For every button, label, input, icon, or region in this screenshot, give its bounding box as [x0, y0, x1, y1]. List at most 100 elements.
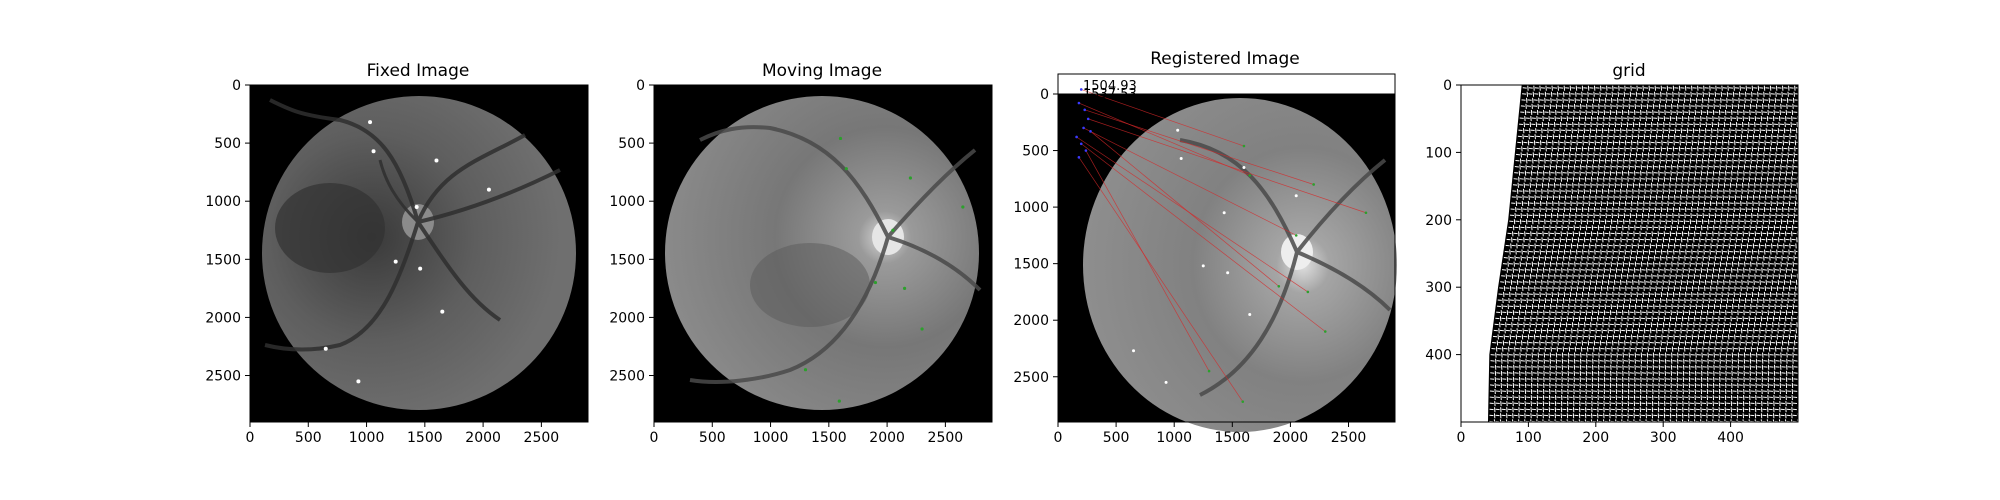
- macula-dark-spot: [275, 183, 385, 273]
- moved-keypoint: [1248, 174, 1252, 177]
- keypoint-marker: [486, 187, 491, 192]
- keypoint-layer: [1132, 128, 1368, 403]
- fundus-disc: [1083, 98, 1397, 432]
- x-tick-label: 1500: [407, 430, 443, 446]
- moved-keypoint: [1306, 290, 1310, 294]
- panel-title: Moving Image: [762, 61, 882, 81]
- keypoint-marker: [414, 205, 419, 210]
- keypoint-marker: [873, 280, 878, 285]
- keypoint-marker: [837, 399, 841, 403]
- fixed-keypoint: [1201, 264, 1205, 268]
- axes-frame: [1461, 85, 1798, 422]
- x-tick-label: 2500: [928, 430, 964, 446]
- keypoint-layer: [323, 120, 491, 384]
- x-tick-label: 500: [699, 430, 726, 446]
- source-point: [1079, 142, 1083, 146]
- y-tick-label: 2000: [205, 310, 241, 326]
- grid-boundary-region: [1461, 85, 1522, 422]
- correspondence-line: [1078, 157, 1244, 402]
- source-point: [1084, 149, 1088, 152]
- y-tick-label: 1500: [1013, 257, 1049, 273]
- moved-keypoint: [1294, 234, 1298, 237]
- y-tick-label: 500: [618, 136, 645, 152]
- source-point: [1082, 126, 1085, 130]
- y-tick-label: 2000: [1013, 313, 1049, 329]
- source-point: [1086, 117, 1090, 121]
- x-tick-label: 2000: [465, 430, 501, 446]
- source-point: [1075, 135, 1078, 139]
- panel-title: Registered Image: [1150, 49, 1300, 69]
- y-tick-label: 2500: [609, 369, 645, 385]
- axes-ticks: 0 500 1000 1500 2000 2500 0 500 1000 1500 2000 2500: [609, 78, 993, 446]
- axes-spine: [249, 84, 589, 423]
- fundus-disc: [262, 96, 576, 410]
- fixed-keypoint: [1176, 128, 1180, 132]
- y-tick-label: 1000: [1013, 200, 1049, 216]
- axes-ticks: 0 500 1000 1500 2000 2500 0 500 1000 1500 2000 2500: [1013, 87, 1396, 446]
- correspondence-line-layer: [1075, 88, 1367, 402]
- fixed-keypoint: [1248, 313, 1252, 317]
- source-point: [1077, 156, 1081, 159]
- correspondence-line: [1083, 127, 1297, 236]
- y-tick-label: 1000: [205, 194, 241, 210]
- source-point: [1077, 101, 1081, 105]
- y-tick-label: 2500: [205, 369, 241, 385]
- keypoint-marker: [838, 136, 843, 141]
- correspondence-line: [1090, 131, 1280, 287]
- x-tick-label: 500: [1103, 430, 1130, 446]
- y-tick-label: 1500: [609, 252, 645, 268]
- correspondence-line: [1084, 109, 1314, 185]
- moved-keypoint: [1242, 144, 1246, 148]
- moved-keypoint: [1207, 369, 1211, 373]
- correspondence-line: [1081, 143, 1326, 332]
- keypoint-marker: [803, 368, 808, 372]
- y-tick-label: 500: [214, 136, 241, 152]
- moved-keypoint: [1312, 183, 1315, 186]
- fixed-keypoint: [1242, 166, 1246, 170]
- y-tick-label: 500: [1022, 144, 1049, 160]
- keypoint-marker: [844, 167, 848, 171]
- x-tick-label: 2000: [869, 430, 905, 446]
- keypoint-marker: [418, 266, 423, 271]
- x-tick-label: 1000: [753, 430, 789, 446]
- keypoint-marker: [368, 120, 373, 125]
- x-tick-label: 2500: [1331, 430, 1367, 446]
- axes-spine: [653, 84, 993, 423]
- keypoint-marker: [434, 158, 439, 163]
- keypoint-marker: [440, 309, 445, 314]
- keypoint-marker: [920, 327, 924, 331]
- correspondence-line: [1088, 118, 1367, 214]
- axes-spine: [1057, 93, 1396, 423]
- keypoint-marker: [356, 379, 361, 384]
- vessels: [264, 98, 561, 352]
- keypoint-marker: [961, 205, 965, 209]
- annotation-label: 1504.93: [1083, 79, 1137, 94]
- source-point: [1079, 88, 1083, 91]
- panel-title: Fixed Image: [367, 61, 470, 81]
- moving-image-panel: Moving Image 0 500 1000 1500 2000 2500 0 500 100…: [609, 61, 993, 446]
- y-tick-label: 2500: [1013, 370, 1049, 386]
- keypoint-marker: [908, 176, 913, 180]
- moved-keypoint: [1277, 284, 1281, 288]
- x-tick-label: 1000: [349, 430, 385, 446]
- fixed-keypoint: [1222, 211, 1226, 215]
- fixed-keypoint: [1226, 271, 1230, 275]
- x-tick-label: 0: [1054, 430, 1063, 446]
- fixed-keypoint: [1179, 156, 1183, 160]
- y-tick-label: 1000: [609, 194, 645, 210]
- panel-title: grid: [1612, 61, 1645, 81]
- x-tick-label: 0: [246, 430, 255, 446]
- keypoint-marker: [371, 149, 376, 154]
- correspondence-line: [1081, 89, 1245, 147]
- correspondence-line: [1076, 136, 1309, 293]
- fixed-image-panel: Fixed Image 0 500 1000 1500 2000 2500 0 500 1000…: [205, 61, 589, 446]
- moved-keypoint: [1323, 330, 1327, 333]
- vessels: [689, 125, 982, 384]
- y-tick-label: 0: [636, 78, 645, 94]
- axes-ticks: 0 500 1000 1500 2000 2500 0 500 1000 1500 2000 2500: [205, 78, 589, 446]
- fixed-keypoint: [1294, 194, 1298, 198]
- source-point: [1089, 130, 1092, 133]
- correspondence-line: [1078, 102, 1250, 176]
